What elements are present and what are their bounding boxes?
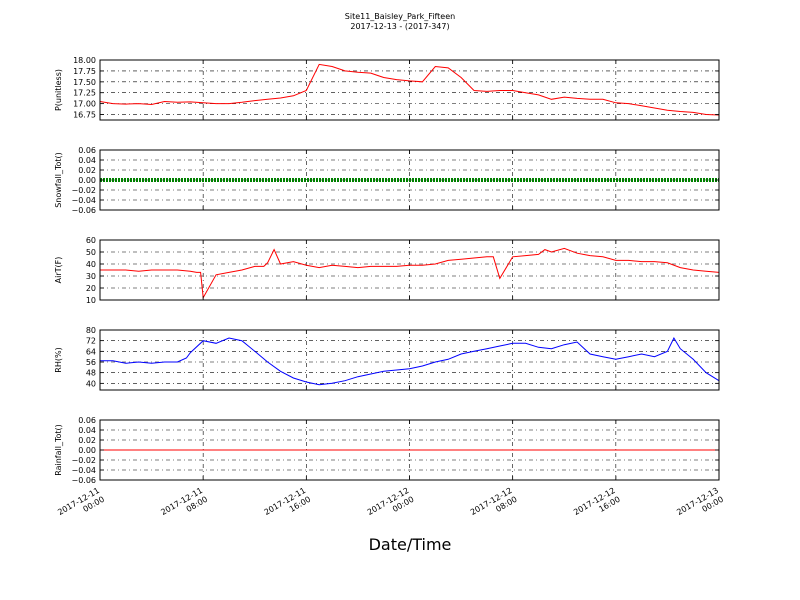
y-tick-label: 17.00 [73, 100, 96, 109]
figure-title: Site11_Baisley_Park_Fifteen [345, 12, 455, 21]
y-tick-label: 17.50 [73, 78, 96, 87]
y-tick-label: −0.04 [71, 466, 96, 475]
y-tick-label: −0.02 [71, 186, 96, 195]
y-tick-label: −0.06 [71, 206, 96, 215]
y-tick-label: 48 [86, 369, 96, 378]
y-tick-label: 10 [86, 296, 96, 305]
panel-1-series-line [99, 63, 720, 116]
y-tick-label: 72 [86, 337, 96, 346]
y-tick-label: −0.02 [71, 456, 96, 465]
y-tick-label: 18.00 [73, 56, 96, 65]
y-tick-label: 0.00 [78, 446, 96, 455]
y-tick-label: 17.75 [73, 67, 96, 76]
figure-subtitle: 2017-12-13 - (2017-347) [350, 22, 449, 31]
panel-4-series-line [100, 336, 720, 386]
y-tick-label: −0.04 [71, 196, 96, 205]
y-tick-label: 0.06 [78, 146, 96, 155]
panel-5-y-axis-label: Rainfall_Tot() [54, 424, 63, 476]
y-tick-label: 50 [86, 248, 96, 257]
y-tick-label: 0.02 [78, 436, 96, 445]
y-tick-label: 0.04 [78, 156, 96, 165]
y-tick-label: −0.06 [71, 476, 96, 485]
y-tick-label: 64 [86, 347, 96, 356]
panel-1: 16.75 17.00 17.25 17.50 17.75 18.00 P(unitless… [54, 56, 720, 121]
panel-3-y-axis-label: AirT(F) [54, 257, 63, 284]
y-tick-label: 60 [86, 236, 96, 245]
panels: 16.75 17.00 17.25 17.50 17.75 18.00 P(unitless… [54, 56, 725, 517]
panel-3: 10 20 30 40 50 60 AirT(F) [54, 236, 720, 305]
y-tick-label: 0.06 [78, 416, 96, 425]
panel-2-y-axis-label: Snowfall_Tot() [54, 152, 63, 208]
y-tick-label: 0.00 [78, 176, 96, 185]
panel-2: −0.06−0.04−0.020.000.020.040.06 Snowfall_… [54, 146, 720, 215]
y-tick-label: 0.04 [78, 426, 96, 435]
y-tick-label: 20 [86, 284, 96, 293]
y-tick-label: 40 [86, 260, 96, 269]
y-tick-label: 80 [86, 326, 96, 335]
y-tick-label: 17.25 [73, 89, 96, 98]
y-tick-label: 30 [86, 272, 96, 281]
y-tick-label: 0.02 [78, 166, 96, 175]
y-tick-label: 40 [86, 379, 96, 388]
y-tick-label: 16.75 [73, 111, 96, 120]
panel-5: −0.06−0.04−0.020.000.020.040.06 Rainfall_… [54, 416, 720, 485]
panel-1-y-axis-label: P(unitless) [54, 69, 63, 111]
panel-3-series-line [100, 247, 720, 300]
x-axis-label: Date/Time [369, 535, 452, 554]
y-tick-label: 56 [86, 358, 96, 367]
panel-4-y-axis-label: RH(%) [54, 347, 63, 372]
